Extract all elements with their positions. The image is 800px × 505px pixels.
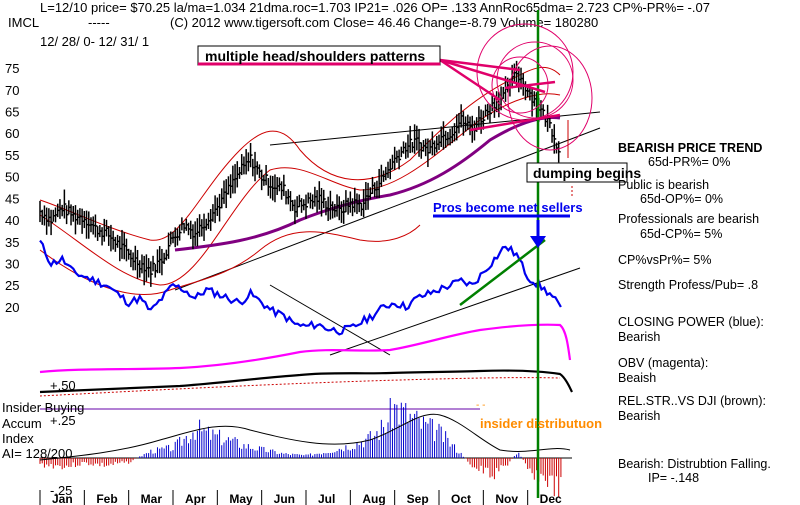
dumping-box — [526, 162, 628, 183]
cp-downtrend-line — [269, 284, 391, 356]
price-y-axis: 20 25 30 35 40 45 50 55 60 65 70 75 — [5, 61, 19, 315]
plus50-label: +.50 — [50, 378, 76, 393]
month-label: Oct — [451, 492, 471, 505]
y-tick-label: 50 — [5, 170, 19, 185]
plus25-label: +.25 — [50, 413, 76, 428]
prof-title: Professionals are bearish — [618, 212, 759, 226]
accum-label: Accum — [2, 416, 42, 431]
y-tick-label: 55 — [5, 148, 19, 163]
obv-value: Beaish — [618, 371, 656, 385]
trend-title: BEARISH PRICE TREND — [618, 141, 762, 155]
y-tick-label: 65 — [5, 104, 19, 119]
minus25-label: -.25 — [50, 483, 72, 498]
public-sub: 65d-OP%= 0% — [640, 192, 723, 206]
month-label: Mar — [141, 492, 163, 505]
prof-sub: 65d-CP%= 5% — [640, 227, 722, 241]
public-title: Public is bearish — [618, 178, 709, 192]
mid-band — [39, 93, 561, 286]
month-label: Aug — [362, 492, 385, 505]
y-tick-label: 75 — [5, 61, 19, 76]
insider-distribution-annotation: insider distributuon — [480, 416, 602, 431]
month-label: May — [229, 492, 253, 505]
accum-index-ma — [39, 413, 571, 461]
month-label: Jan — [52, 492, 73, 505]
moving-average-65d — [174, 115, 561, 252]
month-axis: Jan Feb Mar Apr May Jun Jul Aug Sep Oct Nov Dec — [39, 490, 562, 505]
insider-buying-label: Insider Buying — [2, 400, 84, 415]
trend-lines — [174, 111, 601, 356]
y-tick-label: 35 — [5, 235, 19, 250]
lower-trend-line — [174, 127, 601, 291]
cp-title: CLOSING POWER (blue): — [618, 315, 764, 329]
ai-label: AI= 128/200 — [2, 446, 72, 461]
y-tick-label: 40 — [5, 213, 19, 228]
y-tick-label: 25 — [5, 278, 19, 293]
pros-sellers-annotation: Pros become net sellers — [433, 200, 583, 215]
y-tick-label: 30 — [5, 257, 19, 272]
month-label: Sep — [407, 492, 429, 505]
head-shoulders-annotation: multiple head/shoulders patterns — [205, 48, 425, 64]
price-bars — [39, 60, 561, 287]
header-line-2: (C) 2012 www.tigersoft.com Close= 46.46 … — [170, 15, 598, 30]
header-line-1: L=12/10 price= $70.25 la/ma=1.034 21dma.… — [40, 0, 710, 15]
y-tick-label: 60 — [5, 126, 19, 141]
obv-title: OBV (magenta): — [618, 356, 708, 370]
y-tick-label: 20 — [5, 300, 19, 315]
rel-value: Bearish — [618, 409, 660, 423]
svg-text:- -: - - — [476, 400, 485, 411]
cp-vs-pr: CP%vsPr%= 5% — [618, 253, 711, 267]
dist-value: IP= -.148 — [648, 471, 699, 485]
relative-strength-ma — [39, 377, 561, 397]
month-label: Dec — [540, 492, 562, 505]
header-dashes: ----- — [88, 15, 110, 30]
index-label: Index — [2, 431, 34, 446]
accumulation-histogram — [39, 398, 562, 498]
cp-value: Bearish — [618, 330, 660, 344]
dist-title: Bearish: Distrubtion Falling. — [618, 457, 771, 471]
lower-band — [39, 224, 421, 295]
head-shoulders-circles — [476, 23, 593, 151]
month-label: Feb — [96, 492, 117, 505]
rel-title: REL.STR..VS DJI (brown): — [618, 394, 766, 408]
date-range: 12/ 28/ 0- 12/ 31/ 1 — [40, 34, 149, 49]
upper-band — [39, 66, 561, 241]
signal-diagonal-line — [459, 239, 546, 306]
month-label: Apr — [185, 492, 206, 505]
y-tick-label: 70 — [5, 83, 19, 98]
head-shoulders-pointers — [439, 58, 561, 132]
month-label: Jul — [318, 492, 335, 505]
y-tick-label: 45 — [5, 191, 19, 206]
strength-ratio: Strength Profess/Pub= .8 — [618, 278, 758, 292]
closing-power-line — [39, 239, 562, 336]
month-label: Jun — [274, 492, 295, 505]
down-arrow-icon — [530, 236, 546, 248]
ticker-label: IMCL — [8, 15, 39, 30]
obv-line — [39, 323, 572, 374]
dumping-annotation: dumping begins — [533, 165, 641, 181]
trend-sub: 65d-PR%= 0% — [648, 155, 730, 169]
month-label: Nov — [495, 492, 518, 505]
relative-strength-line — [39, 369, 573, 394]
bollinger-bands — [39, 66, 561, 295]
side-panel: BEARISH PRICE TREND 65d-PR%= 0% Public i… — [618, 141, 771, 485]
